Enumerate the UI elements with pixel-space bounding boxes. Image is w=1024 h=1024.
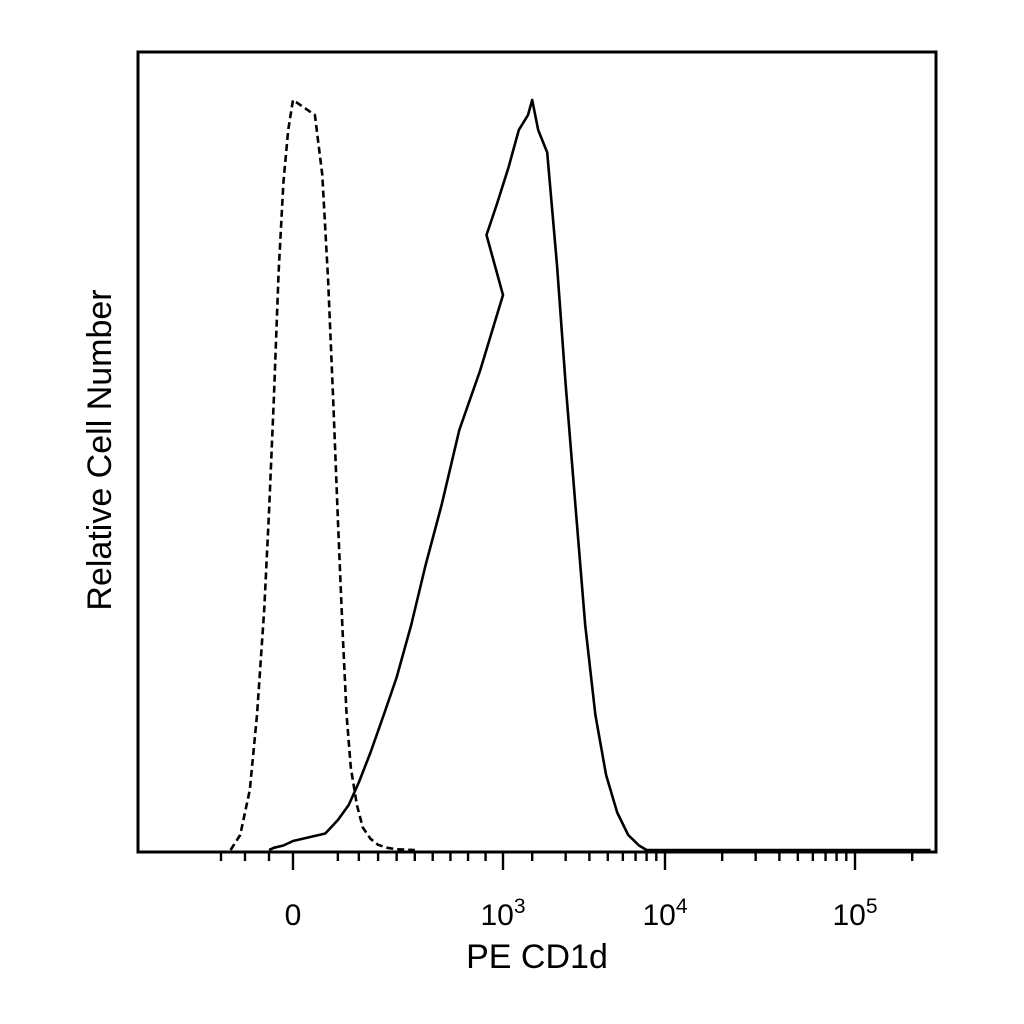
tick-base: 0 [285, 899, 302, 932]
series-dashed-line [229, 98, 415, 852]
tick-exponent: 5 [866, 895, 878, 918]
series-layer [229, 98, 931, 852]
x-tick-label: 104 [642, 895, 687, 932]
plot-frame [136, 50, 938, 854]
x-tick-label: 0 [285, 899, 302, 932]
tick-base: 10 [832, 899, 865, 932]
series-solid-line [268, 98, 931, 852]
x-tick-label: 105 [832, 895, 877, 932]
tick-exponent: 3 [514, 895, 526, 918]
x-axis-ticks [219, 852, 914, 870]
x-tick-label: 103 [480, 895, 525, 932]
tick-exponent: 4 [676, 895, 688, 918]
x-tick-labels: 0 103 104 105 [285, 895, 878, 932]
x-axis-label: PE CD1d [466, 938, 608, 976]
y-axis-label: Relative Cell Number [81, 289, 119, 610]
tick-base: 10 [480, 899, 513, 932]
tick-base: 10 [642, 899, 675, 932]
